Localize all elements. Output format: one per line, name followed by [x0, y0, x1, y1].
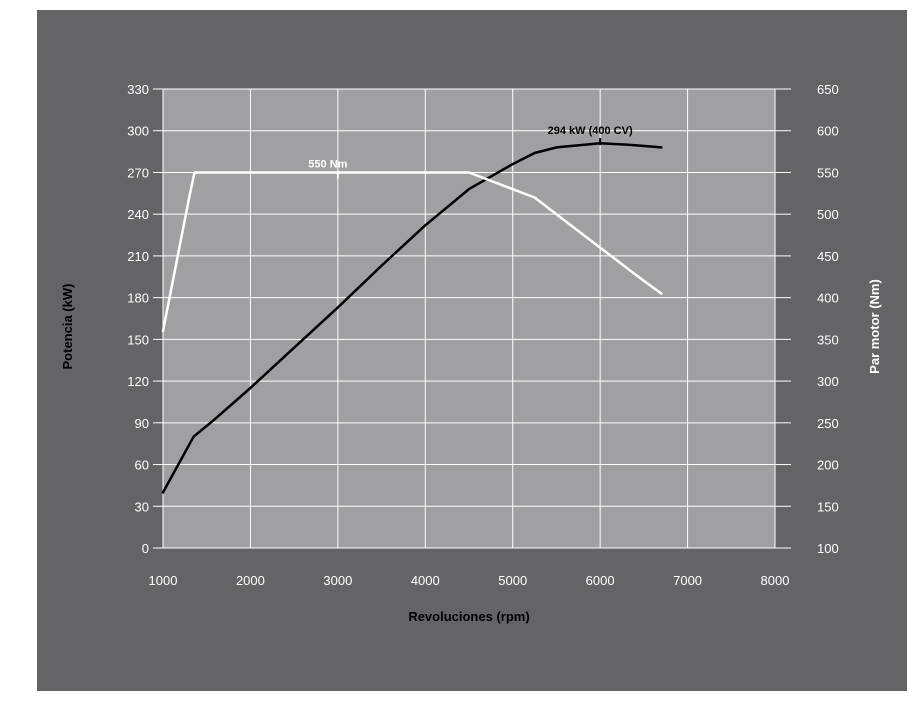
y-right-tick-label: 600 — [817, 124, 839, 139]
y-right-tick-label: 250 — [817, 416, 839, 431]
y-left-tick-label: 30 — [135, 499, 149, 514]
y-left-tick-label: 0 — [142, 541, 149, 556]
y-left-tick-label: 180 — [127, 291, 149, 306]
x-tick-label: 8000 — [761, 573, 790, 588]
y-left-tick-labels: 0 30 60 90 120 150 180 210 240 270 300 330 — [127, 82, 149, 556]
y-left-tick-label: 330 — [127, 82, 149, 97]
y-right-tick-label: 500 — [817, 207, 839, 222]
x-axis-title: Revoluciones (rpm) — [408, 609, 529, 624]
y-right-tick-labels: 100 150 200 250 300 350 400 450 500 550 600 650 — [817, 82, 839, 556]
annotations: 294 kW (400 CV) 550 Nm — [308, 125, 633, 179]
x-tick-label: 6000 — [586, 573, 615, 588]
x-tick-label: 2000 — [236, 573, 265, 588]
y-right-tick-label: 400 — [817, 291, 839, 306]
plot-area — [163, 89, 775, 548]
torque-series-line — [161, 171, 663, 333]
y-left-tick-label: 300 — [127, 124, 149, 139]
x-tick-labels: 1000 2000 3000 4000 5000 6000 7000 8000 — [149, 573, 790, 588]
series-lines — [161, 141, 663, 494]
y-right-tick-label: 200 — [817, 458, 839, 473]
y-right-tick-label: 150 — [817, 499, 839, 514]
y-right-tick-label: 550 — [817, 165, 839, 180]
annotation-label: 550 Nm — [308, 158, 347, 170]
y-left-tick-label: 270 — [127, 165, 149, 180]
y-right-tick-label: 300 — [817, 374, 839, 389]
y-left-tick-label: 90 — [135, 416, 149, 431]
y-left-tick-label: 150 — [127, 332, 149, 347]
y-left-tick-label: 210 — [127, 249, 149, 264]
y-left-axis-title: Potencia (kW) — [60, 284, 75, 370]
y-right-axis-title: Par motor (Nm) — [867, 279, 882, 374]
x-tick-label: 4000 — [411, 573, 440, 588]
y-left-tick-label: 240 — [127, 207, 149, 222]
y-right-tick-label: 100 — [817, 541, 839, 556]
y-left-tick-label: 120 — [127, 374, 149, 389]
y-left-tick-label: 60 — [135, 458, 149, 473]
x-tick-label: 5000 — [498, 573, 527, 588]
annotation-label: 294 kW (400 CV) — [548, 125, 633, 137]
y-right-tick-label: 450 — [817, 249, 839, 264]
x-tick-label: 1000 — [149, 573, 178, 588]
power-series-line — [161, 141, 663, 494]
axes — [153, 88, 791, 549]
y-right-tick-label: 350 — [817, 332, 839, 347]
y-right-tick-label: 650 — [817, 82, 839, 97]
x-tick-label: 3000 — [323, 573, 352, 588]
x-tick-label: 7000 — [673, 573, 702, 588]
